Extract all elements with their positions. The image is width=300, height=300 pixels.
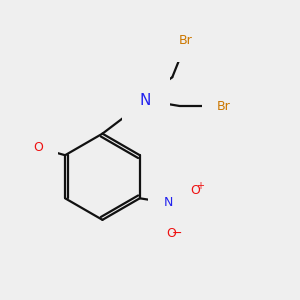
Text: N: N bbox=[140, 94, 151, 109]
Text: Br: Br bbox=[217, 100, 230, 112]
Text: O: O bbox=[166, 227, 176, 240]
Text: +: + bbox=[196, 181, 204, 190]
Text: −: − bbox=[172, 227, 182, 240]
Text: Br: Br bbox=[179, 34, 193, 47]
Text: N: N bbox=[163, 196, 173, 209]
Text: O: O bbox=[33, 141, 43, 154]
Text: O: O bbox=[191, 184, 201, 197]
